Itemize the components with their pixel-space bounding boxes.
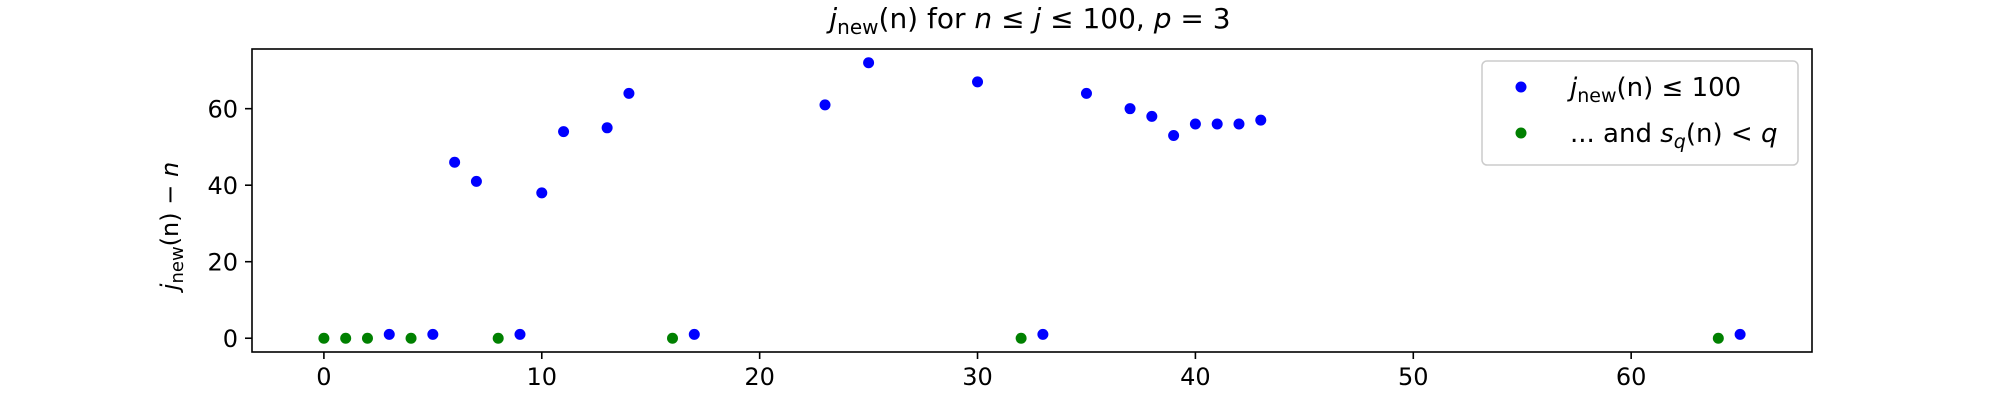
- data-point-series-1: [1211, 118, 1223, 130]
- data-point-series-1: [470, 175, 482, 187]
- plot-frame: [251, 48, 1813, 353]
- data-point-series-1: [1233, 118, 1245, 130]
- data-point-series-1: [536, 187, 548, 199]
- y-tick-label: 0: [223, 325, 238, 353]
- y-tick-label: 60: [207, 96, 238, 124]
- data-point-series-1: [1255, 114, 1267, 126]
- data-point-series-1: [449, 156, 461, 168]
- data-point-series-1: [601, 122, 613, 134]
- data-point-series-1: [1080, 87, 1092, 99]
- data-point-series-1: [972, 76, 984, 88]
- data-point-series-1: [1734, 328, 1746, 340]
- data-point-series-2: [667, 332, 679, 344]
- x-tick-label: 10: [527, 363, 558, 391]
- data-point-series-2: [361, 332, 373, 344]
- data-point-series-1: [688, 328, 700, 340]
- legend-marker-series-1: [1515, 81, 1527, 93]
- x-tick-label: 40: [1180, 363, 1211, 391]
- data-point-series-2: [340, 332, 352, 344]
- data-point-series-1: [514, 328, 526, 340]
- y-tick-label: 20: [207, 249, 238, 277]
- x-tick-label: 20: [744, 363, 775, 391]
- x-tick-label: 30: [962, 363, 993, 391]
- data-point-series-1: [1189, 118, 1201, 130]
- data-point-series-1: [863, 57, 875, 69]
- data-point-series-2: [405, 332, 417, 344]
- legend-label-series-2: ... and sq(n) < q: [1570, 119, 1777, 153]
- legend: jnew(n) ≤ 100 ... and sq(n) < q: [1481, 60, 1799, 166]
- data-points: [318, 57, 1746, 344]
- data-point-series-1: [427, 328, 439, 340]
- legend-marker-series-2: [1515, 127, 1527, 139]
- data-point-series-2: [318, 332, 330, 344]
- x-tick-label: 0: [316, 363, 331, 391]
- y-tick-label: 40: [207, 172, 238, 200]
- x-tick-label: 60: [1616, 363, 1647, 391]
- legend-box: [1481, 60, 1799, 166]
- data-point-series-1: [383, 328, 395, 340]
- data-point-series-2: [492, 332, 504, 344]
- y-axis-label: jnew(n) − n: [156, 162, 188, 293]
- x-axis-ticks: 0 10 20 30 40 50 60: [316, 352, 1646, 391]
- chart-title: jnew(n) for n ≤ j ≤ 100, p = 3: [825, 2, 1230, 39]
- data-point-series-2: [1712, 332, 1724, 344]
- legend-label-series-1: jnew(n) ≤ 100: [1567, 73, 1741, 107]
- data-point-series-1: [819, 99, 831, 111]
- data-point-series-2: [1015, 332, 1027, 344]
- x-tick-label: 50: [1398, 363, 1429, 391]
- data-point-series-1: [558, 126, 570, 138]
- data-point-series-1: [1124, 103, 1136, 115]
- y-axis-ticks: 0 20 40 60: [207, 96, 252, 353]
- data-point-series-1: [1146, 110, 1158, 122]
- data-point-series-1: [1037, 328, 1049, 340]
- data-point-series-1: [623, 87, 635, 99]
- data-point-series-1: [1168, 129, 1180, 141]
